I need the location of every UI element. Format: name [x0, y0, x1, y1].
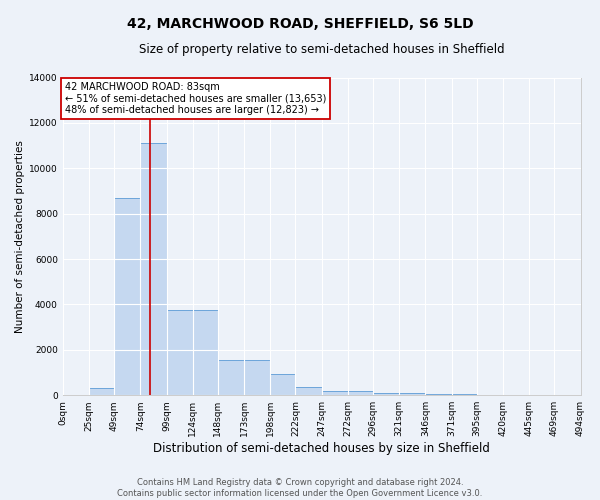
- Text: Contains HM Land Registry data © Crown copyright and database right 2024.
Contai: Contains HM Land Registry data © Crown c…: [118, 478, 482, 498]
- Bar: [452, 394, 477, 395]
- Bar: [270, 374, 295, 395]
- Bar: [503, 394, 529, 395]
- Bar: [399, 393, 425, 395]
- Bar: [425, 394, 452, 395]
- Bar: [348, 390, 373, 395]
- Title: Size of property relative to semi-detached houses in Sheffield: Size of property relative to semi-detach…: [139, 42, 505, 56]
- Bar: [193, 310, 218, 395]
- Bar: [89, 388, 114, 395]
- Text: 42 MARCHWOOD ROAD: 83sqm
← 51% of semi-detached houses are smaller (13,653)
48% : 42 MARCHWOOD ROAD: 83sqm ← 51% of semi-d…: [65, 82, 326, 115]
- Bar: [140, 144, 167, 395]
- Text: 42, MARCHWOOD ROAD, SHEFFIELD, S6 5LD: 42, MARCHWOOD ROAD, SHEFFIELD, S6 5LD: [127, 18, 473, 32]
- Bar: [373, 393, 399, 395]
- Bar: [218, 360, 244, 395]
- Bar: [477, 394, 503, 395]
- Bar: [114, 198, 140, 395]
- Y-axis label: Number of semi-detached properties: Number of semi-detached properties: [15, 140, 25, 333]
- Bar: [167, 310, 193, 395]
- Bar: [322, 390, 348, 395]
- Bar: [244, 360, 270, 395]
- X-axis label: Distribution of semi-detached houses by size in Sheffield: Distribution of semi-detached houses by …: [153, 442, 490, 455]
- Bar: [295, 388, 322, 395]
